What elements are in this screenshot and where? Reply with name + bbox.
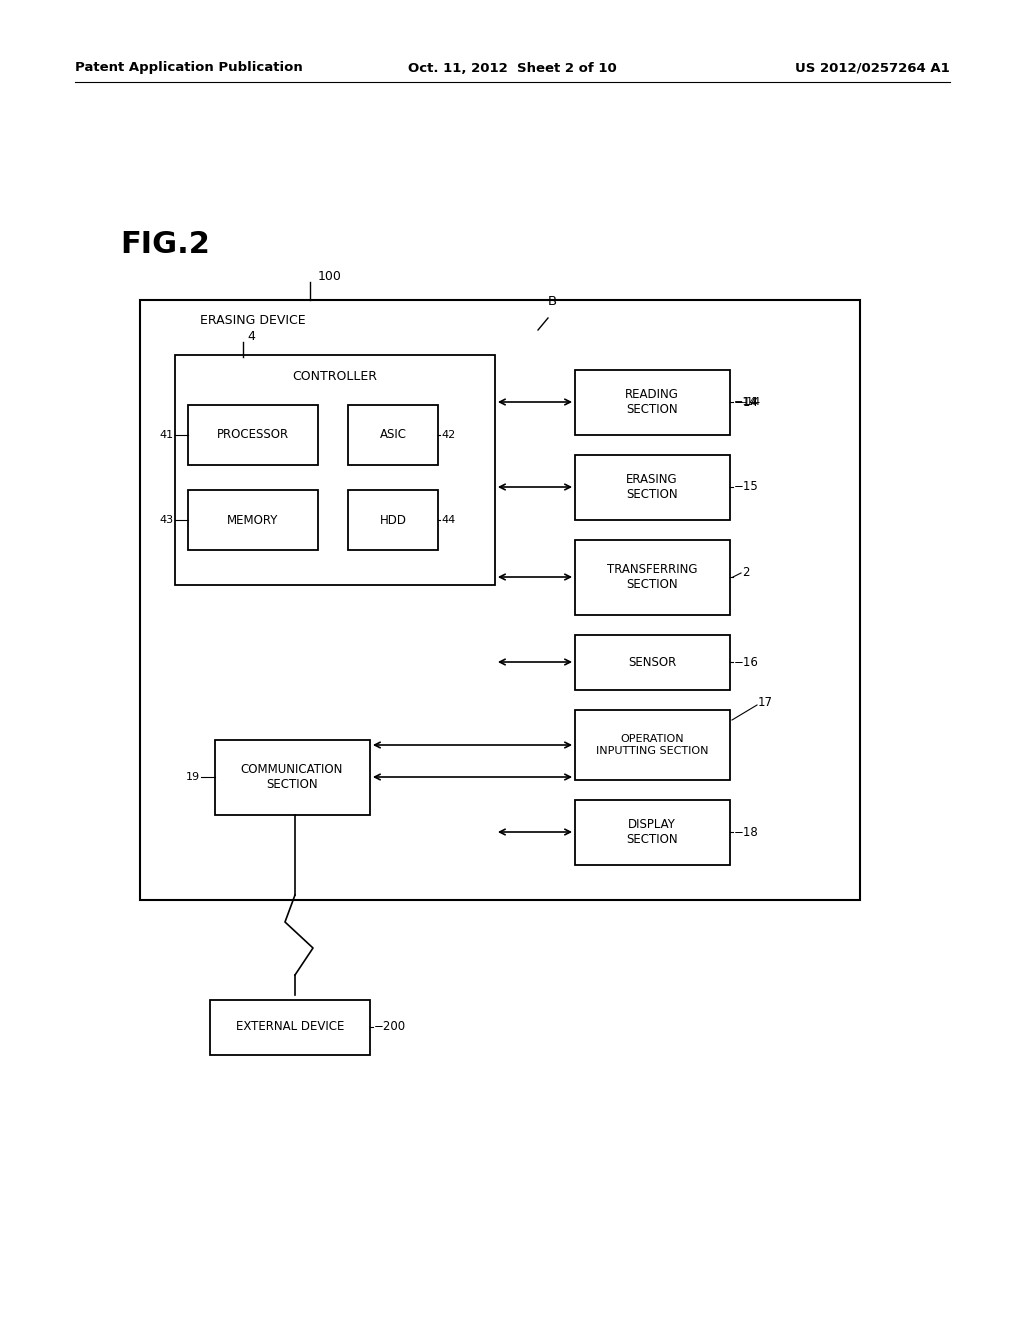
- Text: 41: 41: [160, 430, 174, 440]
- Bar: [575, 635, 730, 690]
- Bar: [140, 300, 860, 900]
- Text: —14: —14: [735, 397, 760, 407]
- Text: ERASING
SECTION: ERASING SECTION: [627, 473, 678, 502]
- Text: EXTERNAL DEVICE: EXTERNAL DEVICE: [236, 1020, 344, 1034]
- Text: −14: −14: [734, 397, 758, 407]
- Text: SENSOR: SENSOR: [628, 656, 676, 668]
- Bar: [210, 1001, 370, 1055]
- Text: OPERATION
INPUTTING SECTION: OPERATION INPUTTING SECTION: [596, 734, 709, 756]
- Text: CONTROLLER: CONTROLLER: [293, 371, 378, 384]
- Bar: [348, 490, 438, 550]
- Text: Patent Application Publication: Patent Application Publication: [75, 62, 303, 74]
- Bar: [575, 800, 730, 865]
- Text: ERASING DEVICE: ERASING DEVICE: [200, 314, 305, 326]
- Text: B: B: [548, 294, 557, 308]
- Bar: [175, 355, 495, 585]
- Text: READING
SECTION: READING SECTION: [625, 388, 679, 416]
- Text: 4: 4: [247, 330, 255, 343]
- Text: Oct. 11, 2012  Sheet 2 of 10: Oct. 11, 2012 Sheet 2 of 10: [408, 62, 616, 74]
- Bar: [575, 455, 730, 520]
- Text: DISPLAY
SECTION: DISPLAY SECTION: [627, 818, 678, 846]
- Bar: [188, 405, 318, 465]
- Text: PROCESSOR: PROCESSOR: [217, 429, 289, 441]
- Text: TRANSFERRING
SECTION: TRANSFERRING SECTION: [607, 564, 697, 591]
- Text: 17: 17: [758, 696, 773, 709]
- Text: −14: −14: [734, 396, 759, 408]
- Bar: [575, 540, 730, 615]
- Text: 19: 19: [186, 772, 200, 781]
- Text: 100: 100: [318, 271, 342, 282]
- Text: 44: 44: [441, 515, 456, 525]
- Text: −15: −15: [734, 480, 759, 494]
- Text: 43: 43: [160, 515, 174, 525]
- Bar: [348, 405, 438, 465]
- Text: MEMORY: MEMORY: [227, 513, 279, 527]
- Text: HDD: HDD: [380, 513, 407, 527]
- Bar: [188, 490, 318, 550]
- Text: −200: −200: [374, 1020, 407, 1034]
- Text: US 2012/0257264 A1: US 2012/0257264 A1: [796, 62, 950, 74]
- Bar: [575, 710, 730, 780]
- Text: −16: −16: [734, 656, 759, 668]
- Text: 2: 2: [742, 566, 750, 579]
- Text: FIG.2: FIG.2: [120, 230, 210, 259]
- Text: ASIC: ASIC: [380, 429, 407, 441]
- Text: COMMUNICATION
SECTION: COMMUNICATION SECTION: [241, 763, 343, 791]
- Bar: [575, 370, 730, 436]
- Bar: [215, 741, 370, 814]
- Text: −18: −18: [734, 825, 759, 838]
- Text: 42: 42: [441, 430, 456, 440]
